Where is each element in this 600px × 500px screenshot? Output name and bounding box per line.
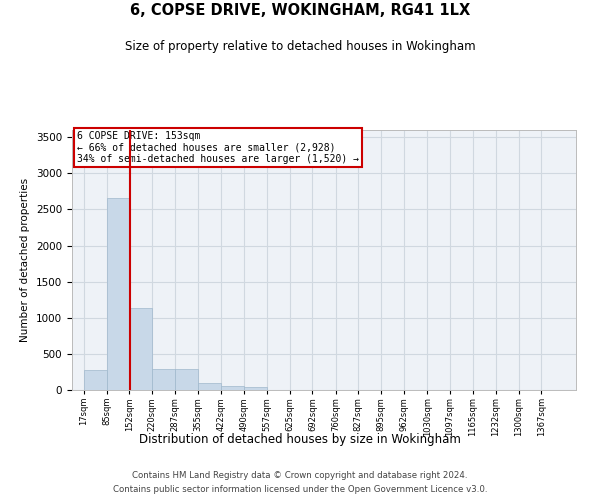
Bar — [244, 388, 267, 390]
Text: Contains public sector information licensed under the Open Government Licence v3: Contains public sector information licen… — [113, 486, 487, 494]
Bar — [152, 369, 175, 390]
Text: 6, COPSE DRIVE, WOKINGHAM, RG41 1LX: 6, COPSE DRIVE, WOKINGHAM, RG41 1LX — [130, 3, 470, 18]
Bar — [107, 198, 130, 390]
Bar — [221, 386, 244, 390]
Bar — [198, 383, 221, 390]
Bar — [175, 369, 198, 390]
Text: 6 COPSE DRIVE: 153sqm
← 66% of detached houses are smaller (2,928)
34% of semi-d: 6 COPSE DRIVE: 153sqm ← 66% of detached … — [77, 132, 359, 164]
Bar — [130, 308, 152, 390]
Text: Contains HM Land Registry data © Crown copyright and database right 2024.: Contains HM Land Registry data © Crown c… — [132, 470, 468, 480]
Bar — [83, 370, 107, 390]
Y-axis label: Number of detached properties: Number of detached properties — [20, 178, 31, 342]
Text: Distribution of detached houses by size in Wokingham: Distribution of detached houses by size … — [139, 432, 461, 446]
Text: Size of property relative to detached houses in Wokingham: Size of property relative to detached ho… — [125, 40, 475, 53]
